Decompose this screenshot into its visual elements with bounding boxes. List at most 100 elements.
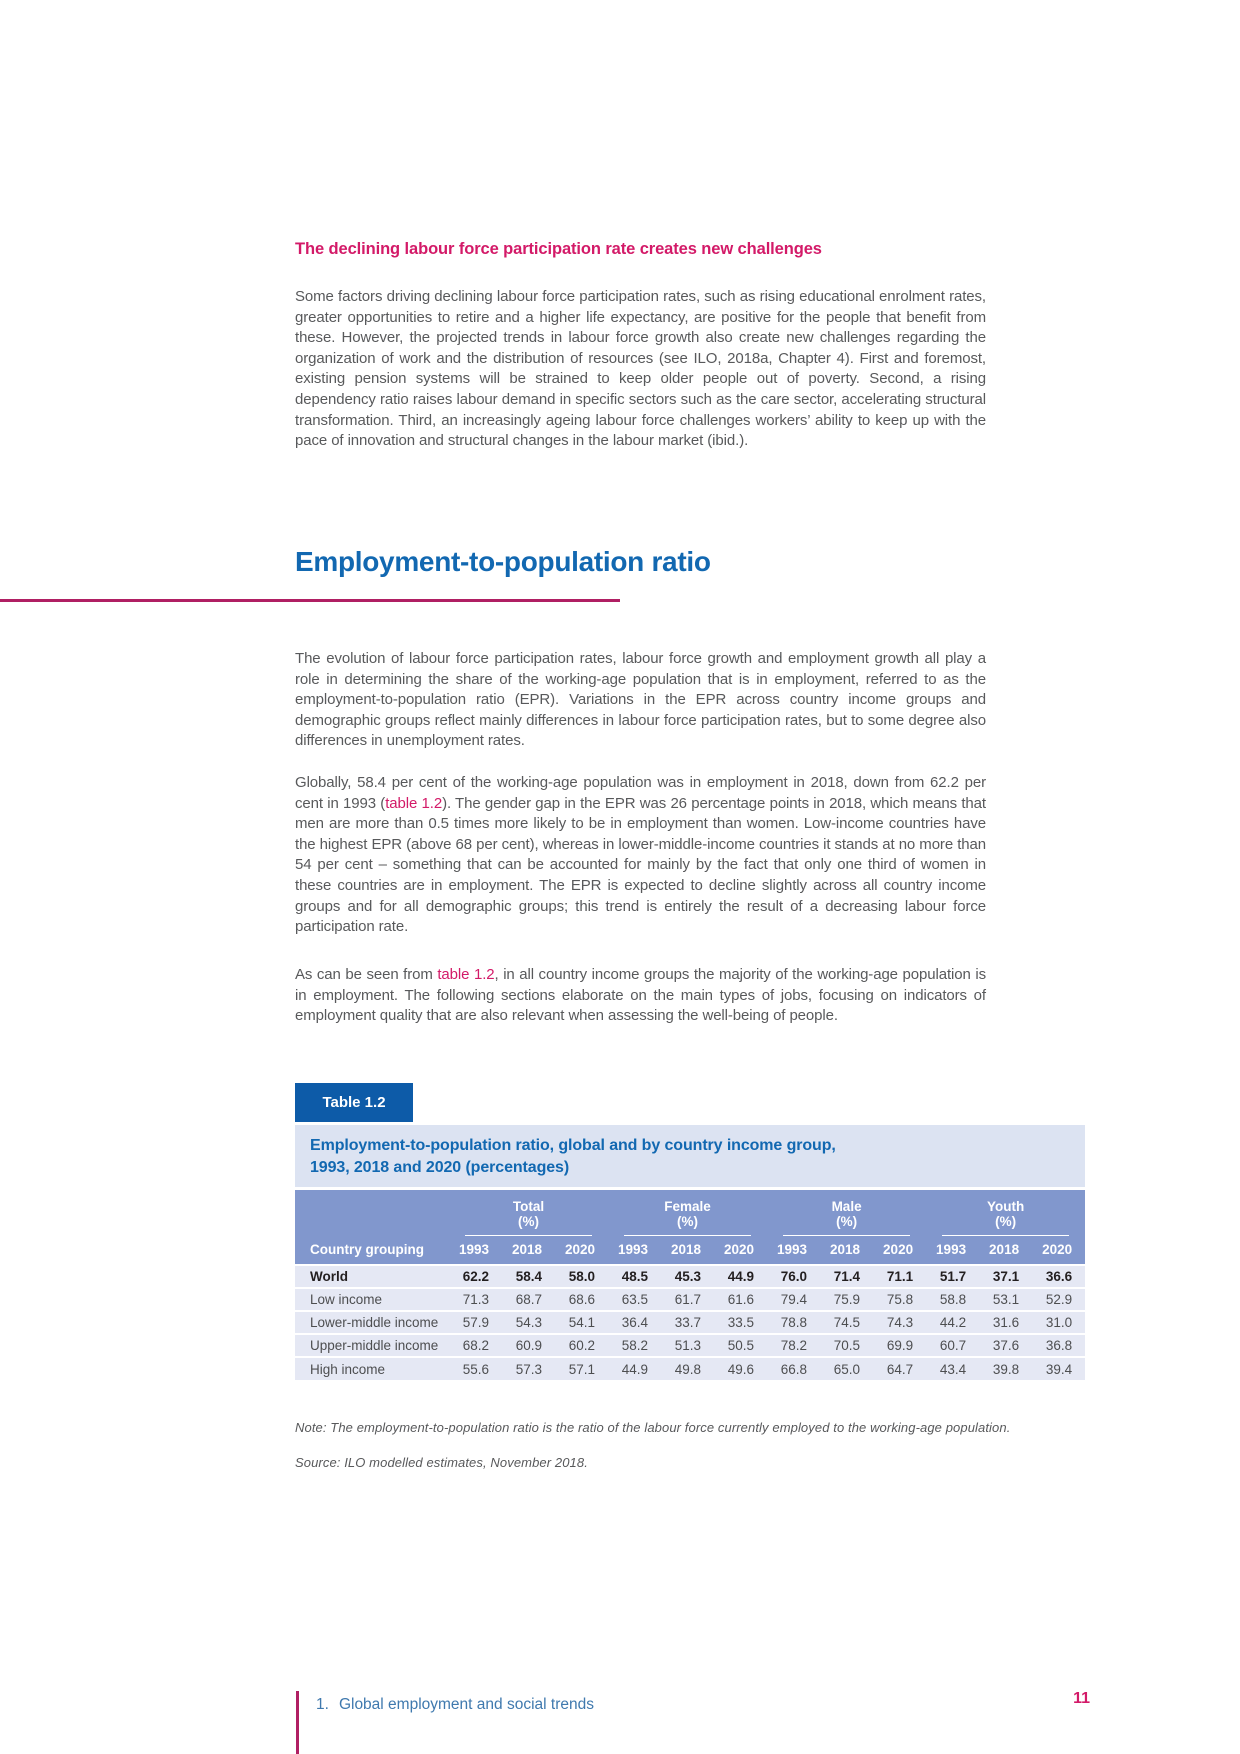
value-cell: 44.2 [926,1310,980,1334]
year-header: 1993 [767,1236,821,1265]
table-row: Upper-middle income 68.2 60.9 60.2 58.2 51.3 5… [295,1333,1086,1357]
row-label-cell: Upper-middle income [295,1333,449,1357]
value-cell: 51.7 [926,1264,980,1288]
footer-chapter-number: 1. [316,1696,329,1713]
paragraph-3: Globally, 58.4 per cent of the working-a… [295,773,986,938]
value-cell: 61.6 [714,1287,768,1311]
value-cell: 36.6 [1032,1264,1086,1288]
value-cell: 74.5 [820,1310,874,1334]
value-cell: 57.9 [449,1310,502,1334]
table-year-header-row: 1993 2018 2020 1993 2018 2020 1993 2018 2020 1993… [295,1236,1086,1265]
value-cell: 53.1 [979,1287,1033,1311]
table-row: High income 55.6 57.3 57.1 44.9 49.8 49.6 66.8 6… [295,1356,1086,1380]
value-cell: 78.2 [767,1333,821,1357]
epr-table: Country grouping Total (%) Female (%) Male (%)… [295,1190,1086,1380]
value-cell: 75.8 [873,1287,927,1311]
value-cell: 68.2 [449,1333,502,1357]
epr-table-body: World 62.2 58.4 58.0 48.5 45.3 44.9 76.0 71.4 71.… [295,1264,1086,1380]
value-cell: 36.4 [608,1310,662,1334]
year-header: 2020 [555,1236,609,1265]
group-underline [942,1235,1070,1236]
year-header: 2018 [502,1236,555,1265]
row-label-cell: World [295,1264,449,1288]
year-header: 2018 [979,1236,1033,1265]
value-cell: 71.1 [873,1264,927,1288]
group-unit: (%) [518,1214,540,1229]
page-number: 11 [1073,1690,1090,1707]
value-cell: 69.9 [873,1333,927,1357]
value-cell: 57.1 [555,1356,609,1380]
value-cell: 65.0 [820,1356,874,1380]
paragraph-4: As can be seen from table 1.2, in all co… [295,965,986,1027]
value-cell: 45.3 [661,1264,715,1288]
year-header: 2020 [1032,1236,1086,1265]
value-cell: 60.9 [502,1333,555,1357]
value-cell: 31.6 [979,1310,1033,1334]
paragraph-1: Some factors driving declining labour fo… [295,288,986,450]
epr-table-container: Country grouping Total (%) Female (%) Male (%)… [295,1190,1086,1380]
value-cell: 57.3 [502,1356,555,1380]
value-cell: 36.8 [1032,1333,1086,1357]
value-cell: 66.8 [767,1356,821,1380]
group-unit: (%) [995,1214,1017,1229]
year-header: 1993 [926,1236,980,1265]
value-cell: 58.8 [926,1287,980,1311]
footer-rule [296,1691,299,1754]
country-grouping-header: Country grouping [295,1190,449,1265]
value-cell: 55.6 [449,1356,502,1380]
table-row: Low income 71.3 68.7 68.6 63.5 61.7 61.6 79.4 75… [295,1287,1086,1311]
value-cell: 58.0 [555,1264,609,1288]
table-title: Employment-to-population ratio, global a… [295,1125,1085,1187]
value-cell: 54.3 [502,1310,555,1334]
group-header-youth: Youth (%) [926,1190,1086,1236]
table-1-2-link[interactable]: table 1.2 [385,794,443,812]
chapter-heading: Employment-to-population ratio [295,546,711,577]
value-cell: 44.9 [608,1356,662,1380]
epr-table-head: Country grouping Total (%) Female (%) Male (%)… [295,1190,1086,1265]
value-cell: 52.9 [1032,1287,1086,1311]
group-underline [783,1235,911,1236]
row-label-cell: Low income [295,1287,449,1311]
group-name: Youth [986,1199,1025,1214]
value-cell: 60.7 [926,1333,980,1357]
value-cell: 37.1 [979,1264,1033,1288]
value-cell: 39.8 [979,1356,1033,1380]
group-header-female: Female (%) [608,1190,768,1236]
value-cell: 54.1 [555,1310,609,1334]
value-cell: 78.8 [767,1310,821,1334]
value-cell: 43.4 [926,1356,980,1380]
table-label-badge: Table 1.2 [295,1083,413,1122]
group-header-male: Male (%) [767,1190,927,1236]
value-cell: 37.6 [979,1333,1033,1357]
row-label-cell: Lower-middle income [295,1310,449,1334]
value-cell: 61.7 [661,1287,715,1311]
paragraph-3-pre: Globally, 58.4 per cent of the working-a… [295,774,986,812]
table-row: World 62.2 58.4 58.0 48.5 45.3 44.9 76.0 71.4 71.… [295,1264,1086,1288]
value-cell: 58.2 [608,1333,662,1357]
footer-chapter-title: Global employment and social trends [338,1696,594,1713]
paragraph-4-post: , in all country income groups the major… [295,966,986,1025]
value-cell: 50.5 [714,1333,768,1357]
group-underline [624,1235,752,1236]
table-1-2-link[interactable]: table 1.2 [437,966,495,983]
value-cell: 79.4 [767,1287,821,1311]
value-cell: 51.3 [661,1333,715,1357]
value-cell: 44.9 [714,1264,768,1288]
table-title-line1: Employment-to-population ratio, global a… [310,1137,836,1154]
value-cell: 60.2 [555,1333,609,1357]
year-header: 1993 [608,1236,662,1265]
group-name: Male [831,1199,862,1214]
paragraph-2: The evolution of labour force participat… [295,650,986,750]
group-header-total: Total (%) [449,1190,609,1236]
table-source: Source: ILO modelled estimates, November… [295,1455,588,1470]
value-cell: 64.7 [873,1356,927,1380]
table-row: Lower-middle income 57.9 54.3 54.1 36.4 33.7 3… [295,1310,1086,1334]
value-cell: 33.5 [714,1310,768,1334]
value-cell: 74.3 [873,1310,927,1334]
value-cell: 62.2 [449,1264,502,1288]
value-cell: 31.0 [1032,1310,1086,1334]
section-heading: The declining labour force participation… [295,240,822,258]
year-header: 2020 [714,1236,768,1265]
value-cell: 76.0 [767,1264,821,1288]
